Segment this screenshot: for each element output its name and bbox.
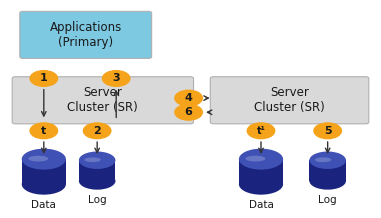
Text: Log: Log bbox=[319, 195, 337, 205]
Text: 1: 1 bbox=[40, 73, 48, 83]
Text: Server
Cluster (SR): Server Cluster (SR) bbox=[67, 86, 138, 114]
Ellipse shape bbox=[245, 156, 266, 162]
Text: t: t bbox=[41, 126, 46, 136]
Text: Data: Data bbox=[248, 200, 274, 210]
Ellipse shape bbox=[309, 152, 346, 169]
Circle shape bbox=[30, 71, 58, 86]
Ellipse shape bbox=[239, 174, 283, 195]
FancyBboxPatch shape bbox=[20, 11, 152, 58]
Text: Server
Cluster (SR): Server Cluster (SR) bbox=[254, 86, 325, 114]
Circle shape bbox=[175, 90, 202, 106]
Text: 3: 3 bbox=[112, 73, 120, 83]
FancyBboxPatch shape bbox=[12, 77, 194, 124]
Text: t¹: t¹ bbox=[256, 126, 266, 136]
Text: 5: 5 bbox=[324, 126, 331, 136]
FancyBboxPatch shape bbox=[210, 77, 369, 124]
Ellipse shape bbox=[84, 157, 101, 162]
Text: Data: Data bbox=[31, 200, 56, 210]
Text: Applications
(Primary): Applications (Primary) bbox=[50, 21, 122, 49]
Circle shape bbox=[102, 71, 130, 86]
Polygon shape bbox=[22, 159, 66, 184]
Ellipse shape bbox=[239, 149, 283, 170]
Ellipse shape bbox=[309, 172, 346, 190]
Circle shape bbox=[247, 123, 275, 139]
Ellipse shape bbox=[79, 152, 115, 169]
Text: 6: 6 bbox=[185, 107, 192, 117]
Circle shape bbox=[30, 123, 58, 139]
Polygon shape bbox=[79, 160, 115, 181]
Ellipse shape bbox=[315, 157, 331, 162]
Circle shape bbox=[175, 104, 202, 120]
Circle shape bbox=[314, 123, 341, 139]
Polygon shape bbox=[239, 159, 283, 184]
Ellipse shape bbox=[28, 156, 48, 162]
Text: 2: 2 bbox=[93, 126, 101, 136]
Ellipse shape bbox=[22, 174, 66, 195]
Ellipse shape bbox=[22, 149, 66, 170]
Polygon shape bbox=[309, 160, 346, 181]
Text: Log: Log bbox=[88, 195, 106, 205]
Ellipse shape bbox=[79, 172, 115, 190]
Text: 4: 4 bbox=[185, 93, 192, 103]
Circle shape bbox=[83, 123, 111, 139]
